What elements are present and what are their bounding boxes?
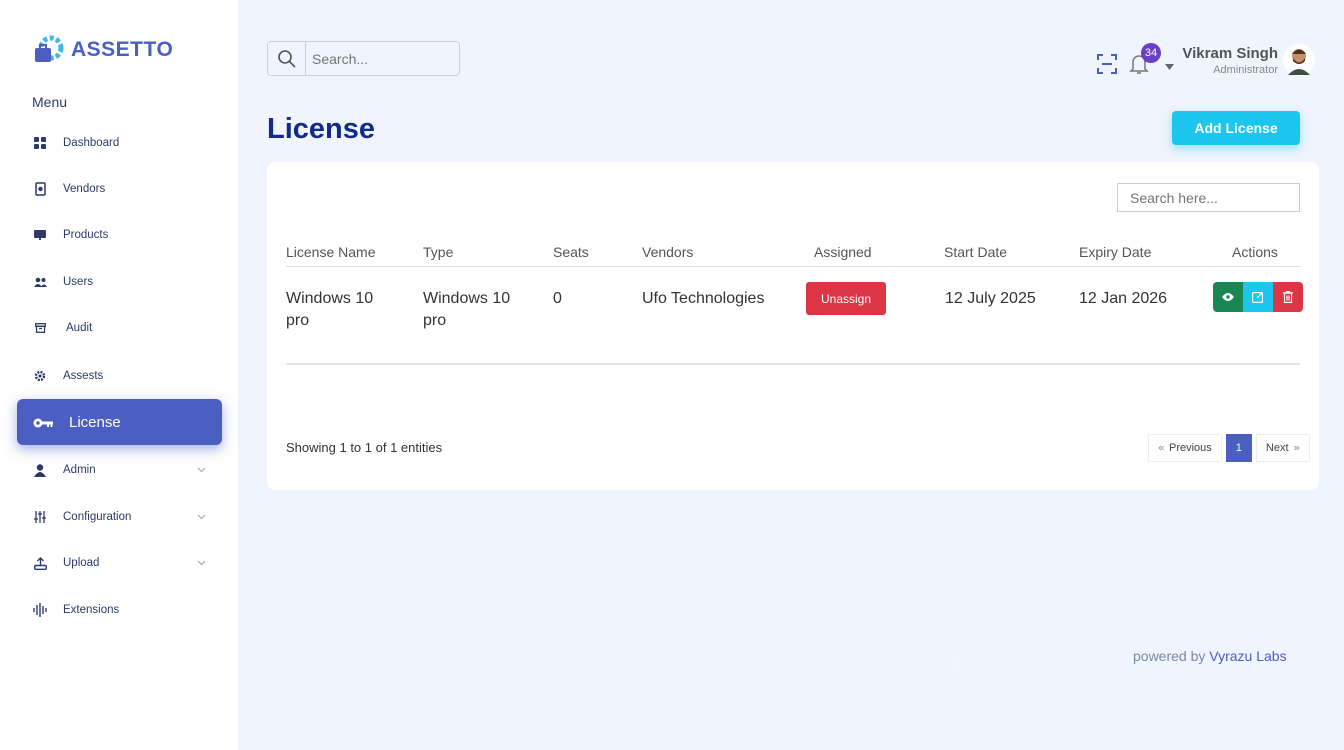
users-icon: [32, 275, 48, 289]
search-input[interactable]: [306, 42, 456, 75]
user-icon: [32, 463, 48, 477]
sidebar-item-admin[interactable]: Admin: [32, 462, 212, 478]
previous-label: Previous: [1169, 442, 1212, 454]
column-header: Assigned: [814, 244, 872, 260]
cell-expiry-date: 12 Jan 2026: [1079, 290, 1168, 307]
sidebar-item-label: Audit: [66, 322, 93, 334]
sidebar-item-users[interactable]: Users: [32, 274, 212, 290]
sidebar-item-label: Extensions: [63, 604, 120, 616]
unassign-button[interactable]: Unassign: [806, 282, 886, 315]
sidebar-item-label: License: [69, 413, 121, 431]
view-eye-icon[interactable]: [1213, 282, 1243, 312]
table-search-input[interactable]: [1117, 183, 1300, 212]
header-divider: [286, 266, 1300, 267]
sidebar-item-label: Assests: [63, 370, 104, 382]
chevron-down-icon: [197, 514, 206, 520]
id-badge-icon: [32, 182, 48, 196]
next-label: Next: [1265, 442, 1289, 454]
license-table-card: License Name Type Seats Vendors Assigned…: [267, 162, 1319, 490]
sidebar-item-vendors[interactable]: Vendors: [32, 181, 212, 197]
caret-down-icon[interactable]: [1165, 64, 1174, 70]
pagination: Previous 1 Next: [1148, 434, 1310, 462]
sidebar-item-license[interactable]: License: [17, 399, 222, 445]
cell-seats: 0: [553, 290, 562, 307]
search-icon[interactable]: [268, 42, 306, 75]
logo[interactable]: ASSETTO: [33, 34, 173, 66]
chevron-down-icon: [197, 560, 206, 566]
page-title: License: [267, 113, 375, 145]
column-header: Expiry Date: [1079, 244, 1152, 260]
column-header: Start Date: [944, 244, 1008, 260]
footer: powered by Vyrazu Labs: [1133, 648, 1287, 664]
column-header: Vendors: [642, 244, 694, 260]
archive-icon: [32, 321, 48, 335]
chevron-down-icon: [197, 467, 206, 473]
column-header: License Name: [286, 244, 376, 260]
waveform-icon: [32, 603, 48, 617]
sidebar-item-label: Dashboard: [63, 137, 120, 149]
notification-badge: 34: [1141, 43, 1161, 63]
cell-vendor: Ufo Technologies: [642, 290, 765, 307]
sidebar-item-label: Vendors: [63, 183, 106, 195]
menu-heading: Menu: [32, 94, 68, 110]
previous-page-button[interactable]: Previous: [1148, 434, 1222, 462]
grid-icon: [32, 136, 48, 150]
sidebar-item-label: Admin: [63, 464, 96, 476]
user-name[interactable]: Vikram Singh: [1182, 45, 1278, 62]
footer-prefix: powered by: [1133, 648, 1206, 664]
footer-company-link[interactable]: Vyrazu Labs: [1209, 648, 1287, 664]
sliders-icon: [32, 510, 48, 524]
user-role: Administrator: [1213, 64, 1278, 76]
double-chevron-right-icon: [1293, 445, 1300, 451]
avatar[interactable]: [1283, 44, 1315, 76]
brand-name: ASSETTO: [71, 38, 174, 61]
sidebar-item-assests[interactable]: Assests: [32, 368, 212, 384]
sidebar-item-label: Products: [63, 229, 109, 241]
gear-icon: [32, 369, 48, 383]
row-divider: [286, 363, 1300, 365]
table-info: Showing 1 to 1 of 1 entities: [286, 440, 443, 455]
sidebar-item-label: Users: [63, 276, 94, 288]
sidebar-item-audit[interactable]: Audit: [32, 320, 212, 336]
sidebar-item-upload[interactable]: Upload: [32, 555, 212, 571]
sidebar-item-products[interactable]: Products: [32, 227, 212, 243]
sidebar-item-extensions[interactable]: Extensions: [32, 602, 212, 618]
sidebar-item-label: Configuration: [63, 511, 132, 523]
sidebar-item-label: Upload: [63, 557, 100, 569]
stray-text: 3: [949, 656, 957, 672]
upload-icon: [32, 556, 48, 570]
page-1-button[interactable]: 1: [1225, 434, 1252, 462]
sidebar-item-dashboard[interactable]: Dashboard: [32, 135, 212, 151]
cell-start-date: 12 July 2025: [945, 290, 1036, 307]
sidebar: ASSETTO Menu Dashboard Vendors Products …: [0, 0, 238, 750]
next-page-button[interactable]: Next: [1255, 434, 1310, 462]
sidebar-item-configuration[interactable]: Configuration: [32, 509, 212, 525]
column-header: Seats: [553, 244, 589, 260]
cell-license-name: Windows 10 pro: [286, 290, 374, 329]
column-header: Actions: [1232, 244, 1278, 260]
monitor-icon: [32, 228, 48, 242]
double-chevron-left-icon: [1158, 445, 1164, 451]
edit-icon[interactable]: [1243, 282, 1273, 312]
cell-type: Windows 10 pro: [423, 290, 511, 329]
row-actions: [1213, 282, 1303, 312]
column-header: Type: [423, 244, 454, 260]
add-license-button[interactable]: Add License: [1172, 111, 1300, 145]
trash-icon[interactable]: [1273, 282, 1303, 312]
scan-icon[interactable]: [1096, 53, 1118, 75]
key-icon: [33, 416, 53, 428]
logo-gear-briefcase-icon: [35, 35, 64, 62]
global-search[interactable]: [267, 41, 460, 76]
